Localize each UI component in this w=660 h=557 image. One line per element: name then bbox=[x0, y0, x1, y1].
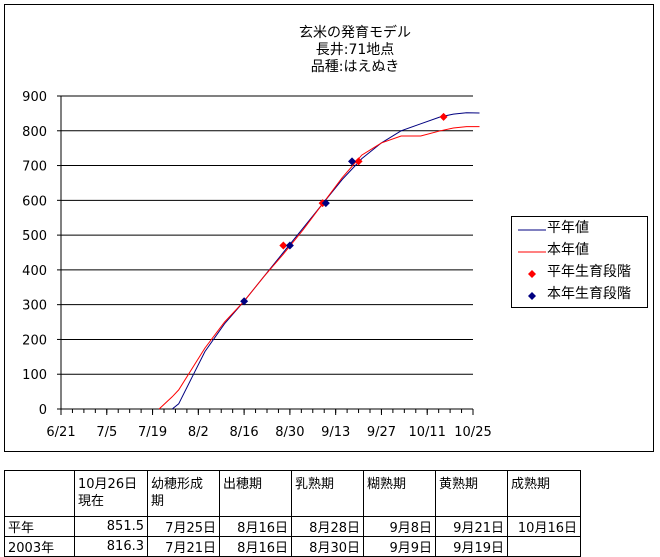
table-header-row: 10月26日 現在 幼穂形成 期 出穂期 乳熟期 糊熟期 黄熟期 成熟期 bbox=[4, 470, 581, 517]
table-cell: 7月21日 bbox=[147, 536, 220, 557]
table-header-cell: 黄熟期 bbox=[435, 470, 508, 517]
legend-item-honen-stage: 本年生育段階 bbox=[512, 285, 647, 305]
legend-item-honen: 本年値 bbox=[512, 241, 647, 261]
table-header-cell: 幼穂形成 期 bbox=[147, 470, 220, 517]
x-tick-label: 8/16 bbox=[230, 425, 259, 440]
table-cell: 9月21日 bbox=[435, 516, 508, 537]
x-tick-label: 10/25 bbox=[454, 425, 491, 440]
table-header-cell: 出穂期 bbox=[219, 470, 292, 517]
table-header-cell: 成熟期 bbox=[507, 470, 581, 517]
legend-label-heinen: 平年値 bbox=[547, 220, 589, 236]
y-tick-label: 800 bbox=[22, 125, 47, 140]
row-label: 平年 bbox=[4, 516, 75, 537]
table-cell: 9月8日 bbox=[363, 516, 436, 537]
stage-marker-0 bbox=[439, 112, 448, 121]
header-text: 乳熟期 bbox=[295, 477, 335, 492]
chart-title-line-2: 長井:71地点 bbox=[315, 42, 395, 58]
y-tick-label: 100 bbox=[22, 368, 47, 383]
header-text: 糊熟期 bbox=[367, 477, 407, 492]
series-line-1 bbox=[158, 126, 480, 410]
y-tick-label: 900 bbox=[22, 90, 47, 105]
legend-label-honen: 本年値 bbox=[547, 242, 589, 258]
y-tick-label: 200 bbox=[22, 333, 47, 348]
header-text: 成熟期 bbox=[511, 477, 551, 492]
table-header-cell: 10月26日 現在 bbox=[74, 470, 148, 517]
chart-frame: 玄米の発育モデル 長井:71地点 品種:はえぬき 0 100 200 300 400 50… bbox=[4, 4, 654, 452]
header-text: 黄熟期 bbox=[439, 477, 479, 492]
y-tick-label: 300 bbox=[22, 299, 47, 314]
legend-label-honen-stage: 本年生育段階 bbox=[547, 286, 631, 302]
x-tick-label: 8/30 bbox=[275, 425, 304, 440]
chart-title-line-3: 品種:はえぬき bbox=[310, 59, 400, 75]
x-tick-label: 9/27 bbox=[367, 425, 396, 440]
stage-marker-0 bbox=[354, 157, 363, 166]
table-cell: 10月16日 bbox=[507, 516, 581, 537]
table-row: 平年 851.5 7月25日 8月16日 8月28日 9月8日 9月21日 10… bbox=[4, 516, 581, 537]
x-tick-label: 7/19 bbox=[138, 425, 167, 440]
header-text: 10月26日 現在 bbox=[78, 477, 138, 509]
table-cell: 9月9日 bbox=[363, 536, 436, 557]
table-header-cell bbox=[4, 470, 75, 517]
table-cell: 8月30日 bbox=[291, 536, 364, 557]
table-row: 2003年 816.3 7月21日 8月16日 8月30日 9月9日 9月19日 bbox=[4, 536, 581, 557]
stage-marker-0 bbox=[279, 241, 288, 250]
table-cell bbox=[507, 536, 581, 557]
y-tick-label: 0 bbox=[39, 403, 47, 418]
table-header-cell: 糊熟期 bbox=[363, 470, 436, 517]
y-tick-label: 400 bbox=[22, 264, 47, 279]
x-tick-label: 8/2 bbox=[188, 425, 209, 440]
legend-marker-honen-stage bbox=[528, 292, 536, 300]
stage-marker-1 bbox=[348, 157, 357, 166]
series-line-0 bbox=[171, 112, 480, 410]
x-tick-label: 7/5 bbox=[96, 425, 117, 440]
legend-label-heinen-stage: 平年生育段階 bbox=[547, 264, 631, 280]
legend-item-heinen: 平年値 bbox=[512, 219, 647, 239]
stage-marker-1 bbox=[240, 297, 249, 306]
table-cell: 851.5 bbox=[74, 516, 148, 537]
legend-marker-heinen-stage bbox=[528, 270, 536, 278]
table-cell: 8月28日 bbox=[291, 516, 364, 537]
stage-marker-1 bbox=[285, 241, 294, 250]
x-tick-label: 9/13 bbox=[321, 425, 350, 440]
y-tick-label: 700 bbox=[22, 160, 47, 175]
table-cell: 7月25日 bbox=[147, 516, 220, 537]
legend-item-heinen-stage: 平年生育段階 bbox=[512, 263, 647, 283]
table-cell: 9月19日 bbox=[435, 536, 508, 557]
y-tick-label: 500 bbox=[22, 229, 47, 244]
header-text: 出穂期 bbox=[223, 477, 263, 492]
x-tick-label: 10/11 bbox=[408, 425, 445, 440]
table-header-cell: 乳熟期 bbox=[291, 470, 364, 517]
table-cell: 8月16日 bbox=[219, 536, 292, 557]
row-label: 2003年 bbox=[4, 536, 75, 557]
table-cell: 8月16日 bbox=[219, 516, 292, 537]
chart-plot: 0 100 200 300 400 500 600 700 800 900 6/21 7/5 7/19 8… bbox=[22, 90, 492, 440]
stage-marker-1 bbox=[321, 199, 330, 208]
growth-stage-table: 10月26日 現在 幼穂形成 期 出穂期 乳熟期 糊熟期 黄熟期 成熟期 平年 … bbox=[4, 470, 581, 557]
header-text: 幼穂形成 期 bbox=[151, 477, 204, 509]
legend-line-honen bbox=[518, 251, 546, 253]
x-tick-label: 6/21 bbox=[46, 425, 75, 440]
chart-title-line-1: 玄米の発育モデル bbox=[299, 25, 411, 41]
table-cell: 816.3 bbox=[74, 536, 148, 557]
y-tick-label: 600 bbox=[22, 194, 47, 209]
legend-line-heinen bbox=[518, 229, 546, 231]
legend: 平年値 本年値 平年生育段階 本年生育段階 bbox=[511, 216, 648, 308]
